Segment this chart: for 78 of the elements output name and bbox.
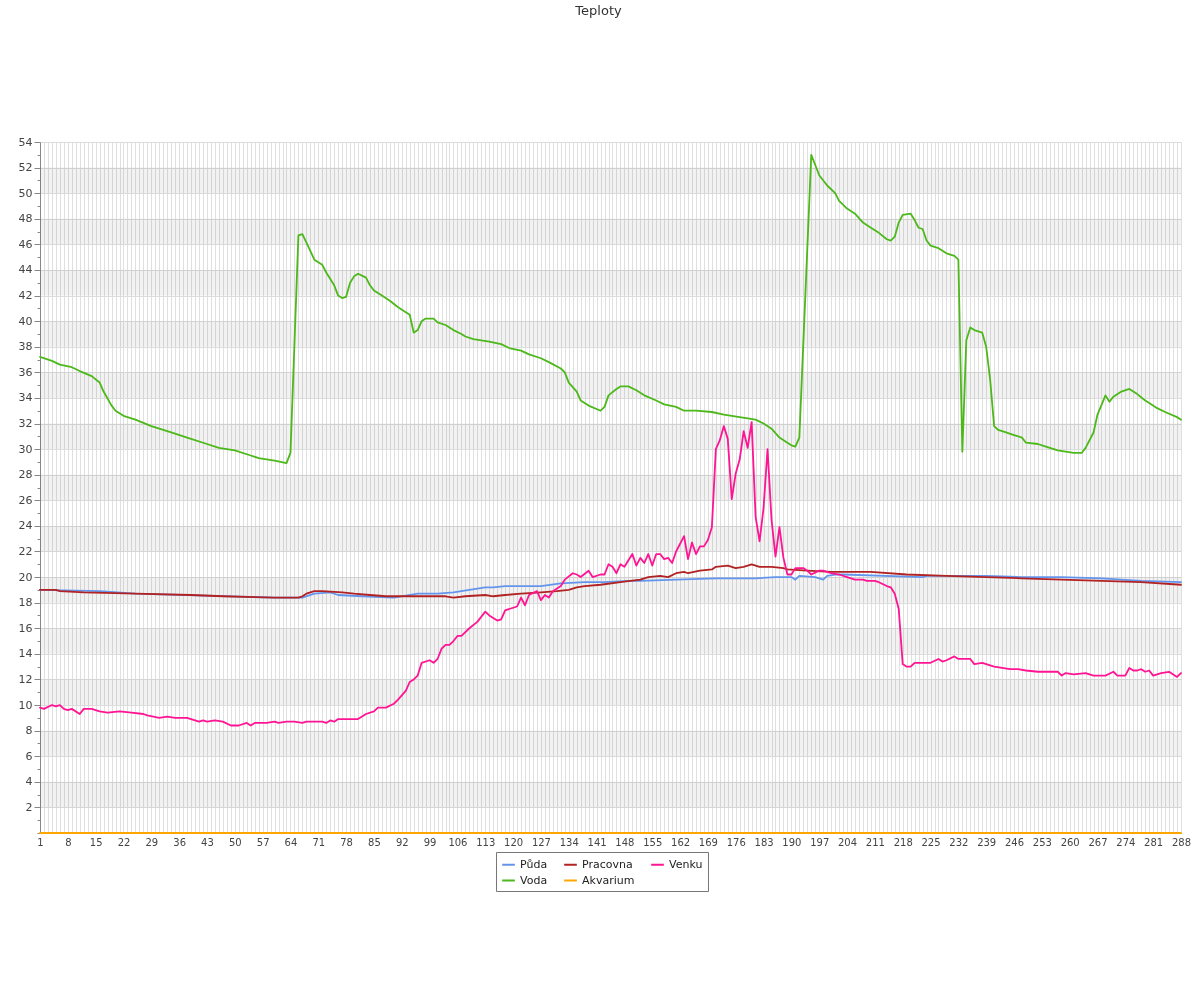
- x-tick-label: 29: [145, 836, 159, 848]
- x-tick-label: 120: [504, 836, 524, 848]
- y-tick-label: 8: [25, 724, 33, 738]
- y-tick-label: 32: [18, 417, 33, 431]
- line-series: [39, 421, 1182, 727]
- x-tick-label: 253: [1032, 836, 1052, 848]
- x-tick-label: 57: [256, 836, 270, 848]
- y-tick-label: 40: [18, 314, 33, 328]
- x-tick-label: 43: [201, 836, 214, 848]
- x-tick-label: 85: [368, 836, 381, 848]
- y-tick-label: 48: [18, 212, 33, 226]
- x-tick-label: 281: [1144, 836, 1164, 848]
- y-tick-label: 10: [18, 698, 33, 712]
- x-tick-label: 204: [838, 836, 858, 848]
- x-tick-label: 148: [615, 836, 635, 848]
- line-series: [39, 563, 1182, 599]
- y-tick-label: 44: [18, 263, 33, 277]
- y-tick-label: 34: [18, 391, 33, 405]
- y-tick-label: 22: [18, 544, 33, 558]
- x-tick-label: 1: [37, 836, 44, 848]
- x-tick-label: 71: [312, 836, 326, 848]
- y-tick-label: 52: [18, 161, 33, 175]
- x-tick-label: 113: [476, 836, 496, 848]
- x-tick-label: 225: [921, 836, 941, 848]
- x-tick-label: 36: [173, 836, 187, 848]
- x-tick-label: 15: [89, 836, 103, 848]
- x-tick-label: 127: [531, 836, 551, 848]
- x-tick-label: 176: [726, 836, 746, 848]
- x-tick-label: 162: [671, 836, 691, 848]
- y-tick-label: 14: [18, 647, 33, 661]
- x-tick-label: 211: [865, 836, 885, 848]
- x-tick-label: 155: [643, 836, 663, 848]
- x-tick-label: 92: [395, 836, 409, 848]
- x-tick-label: 232: [949, 836, 969, 848]
- x-tick-label: 99: [423, 836, 437, 848]
- y-tick-label: 38: [18, 340, 33, 354]
- x-tick-label: 134: [559, 836, 579, 848]
- y-tick-label: 4: [25, 775, 33, 789]
- y-tick-label: 12: [18, 672, 33, 686]
- x-tick-label: 141: [587, 836, 607, 848]
- x-tick-label: 239: [977, 836, 997, 848]
- legend-label: Pracovna: [582, 857, 633, 871]
- y-tick-label: 16: [18, 621, 33, 635]
- x-tick-label: 267: [1088, 836, 1108, 848]
- y-tick-label: 46: [18, 237, 33, 251]
- x-tick-label: 197: [810, 836, 830, 848]
- y-tick-label: 50: [18, 186, 33, 200]
- y-tick-label: 6: [25, 749, 33, 763]
- x-tick-label: 260: [1060, 836, 1080, 848]
- x-tick-label: 246: [1004, 836, 1025, 848]
- x-tick-label: 169: [698, 836, 718, 848]
- x-tick-label: 288: [1171, 836, 1192, 848]
- x-tick-label: 183: [754, 836, 774, 848]
- y-tick-label: 54: [18, 135, 33, 149]
- legend-label: Venku: [669, 857, 703, 871]
- y-tick-label: 24: [18, 519, 33, 533]
- legend-label: Půda: [520, 857, 548, 871]
- x-tick-label: 190: [782, 836, 802, 848]
- y-tick-label: 28: [18, 468, 33, 482]
- y-tick-label: 36: [18, 365, 33, 379]
- x-tick-label: 274: [1116, 836, 1136, 848]
- x-tick-label: 78: [340, 836, 353, 848]
- y-tick-label: 42: [18, 289, 33, 303]
- x-tick-label: 218: [893, 836, 913, 848]
- y-tick-label: 18: [18, 596, 33, 610]
- x-tick-label: 8: [65, 836, 72, 848]
- y-tick-label: 2: [25, 800, 33, 814]
- legend-label: Voda: [520, 873, 548, 887]
- x-tick-label: 50: [228, 836, 242, 848]
- x-tick-label: 22: [117, 836, 131, 848]
- line-series: [39, 153, 1182, 465]
- legend-label: Akvarium: [582, 873, 635, 887]
- y-tick-label: 20: [18, 570, 33, 584]
- x-tick-label: 106: [448, 836, 468, 848]
- y-tick-label: 26: [18, 493, 33, 507]
- y-tick-label: 30: [18, 442, 33, 456]
- chart-title: Teploty: [574, 3, 622, 18]
- x-tick-label: 64: [284, 836, 298, 848]
